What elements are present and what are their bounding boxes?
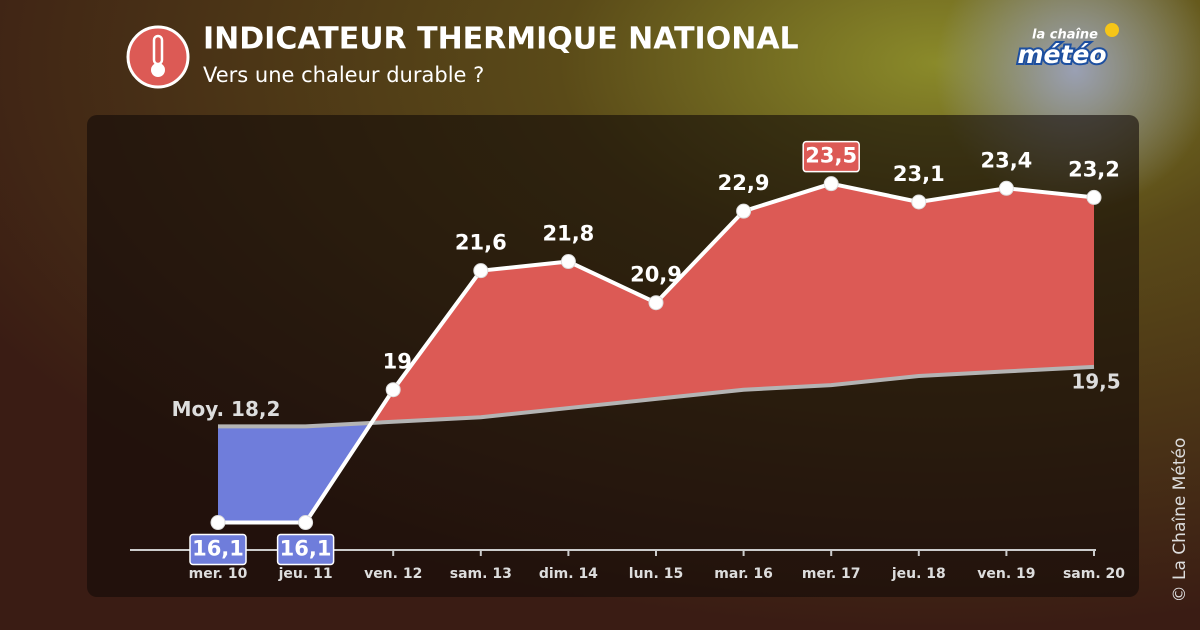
value-label: 20,9 xyxy=(630,263,682,287)
point xyxy=(210,515,226,531)
normal-label: Moy. 18,2 xyxy=(172,397,281,421)
point xyxy=(823,176,839,192)
point xyxy=(648,295,664,311)
x-tick-label: mer. 10 xyxy=(189,566,248,582)
point xyxy=(998,180,1014,196)
point xyxy=(1086,189,1102,205)
thermo-icon-bulb xyxy=(151,63,165,77)
value-label: 16,1 xyxy=(280,537,332,561)
point xyxy=(911,194,927,210)
value-label-box xyxy=(276,533,335,566)
x-tick-label: ven. 12 xyxy=(364,566,422,582)
value-label-box xyxy=(802,140,860,173)
value-label: 23,1 xyxy=(893,162,945,186)
point xyxy=(560,254,576,270)
value-label: 21,6 xyxy=(455,231,507,255)
x-tick-label: mer. 17 xyxy=(802,566,861,582)
area-above-normal xyxy=(218,183,1094,427)
x-tick-label: sam. 13 xyxy=(450,566,512,582)
subtitle: Vers une chaleur durable ? xyxy=(203,63,484,87)
logo-sun xyxy=(1105,23,1119,37)
normal-line xyxy=(218,364,1095,429)
value-label: 19 xyxy=(383,350,412,374)
x-tick-label: sam. 20 xyxy=(1063,566,1125,582)
logo-top: la chaîne xyxy=(1032,28,1098,43)
x-tick-label: jeu. 11 xyxy=(278,566,333,582)
value-label: 16,1 xyxy=(192,537,244,561)
point xyxy=(473,263,489,279)
logo-main: météo xyxy=(1017,40,1106,69)
credit: © La Chaîne Météo xyxy=(1170,438,1190,603)
value-label: 23,5 xyxy=(805,144,857,168)
value-label: 23,4 xyxy=(980,148,1032,172)
value-label: 22,9 xyxy=(718,171,770,195)
x-tick-label: mar. 16 xyxy=(714,566,773,582)
normal-label: 19,5 xyxy=(1071,369,1120,393)
value-label-box xyxy=(189,533,247,566)
x-tick-label: jeu. 18 xyxy=(891,566,946,582)
x-tick-label: lun. 15 xyxy=(629,566,683,582)
x-tick-label: ven. 19 xyxy=(977,566,1035,582)
point xyxy=(385,382,401,398)
value-label: 21,8 xyxy=(542,222,594,246)
thermo-icon xyxy=(126,25,190,89)
x-tick-label: dim. 14 xyxy=(539,566,598,582)
value-label: 23,2 xyxy=(1068,157,1120,181)
point xyxy=(736,203,752,219)
point xyxy=(298,515,314,531)
title: INDICATEUR THERMIQUE NATIONAL xyxy=(203,22,799,57)
